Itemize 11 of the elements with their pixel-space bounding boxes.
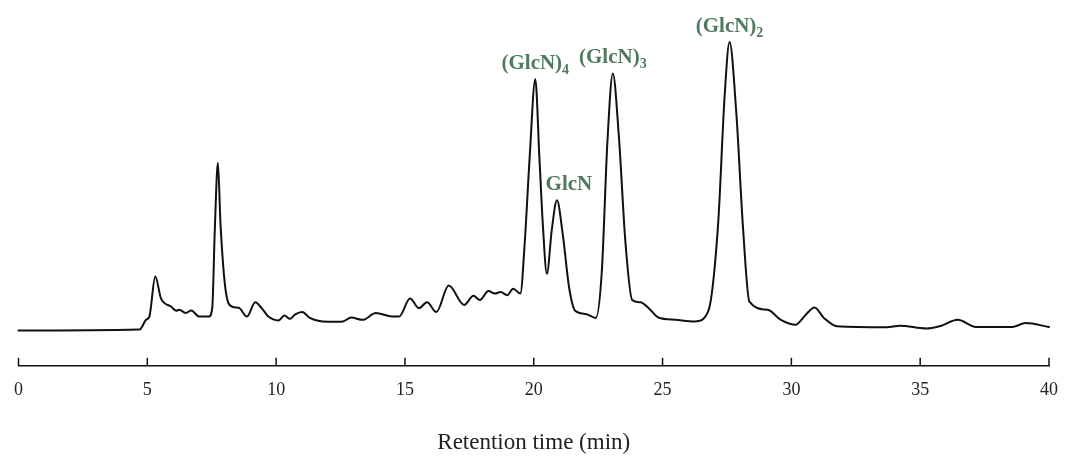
x-tick-label: 40 xyxy=(1040,379,1058,400)
x-axis-title: Retention time (min) xyxy=(437,429,631,455)
x-tick-label: 35 xyxy=(911,379,930,400)
x-tick-label: 30 xyxy=(782,379,801,400)
x-tick-label: 5 xyxy=(142,379,152,400)
x-tick-label: 20 xyxy=(524,379,543,400)
annotation: GlcN xyxy=(545,171,593,196)
x-tick-label: 10 xyxy=(267,379,286,400)
x-tick-label: 25 xyxy=(653,379,672,400)
x-tick-label: 0 xyxy=(14,379,23,400)
x-tick-label: 15 xyxy=(395,379,414,400)
